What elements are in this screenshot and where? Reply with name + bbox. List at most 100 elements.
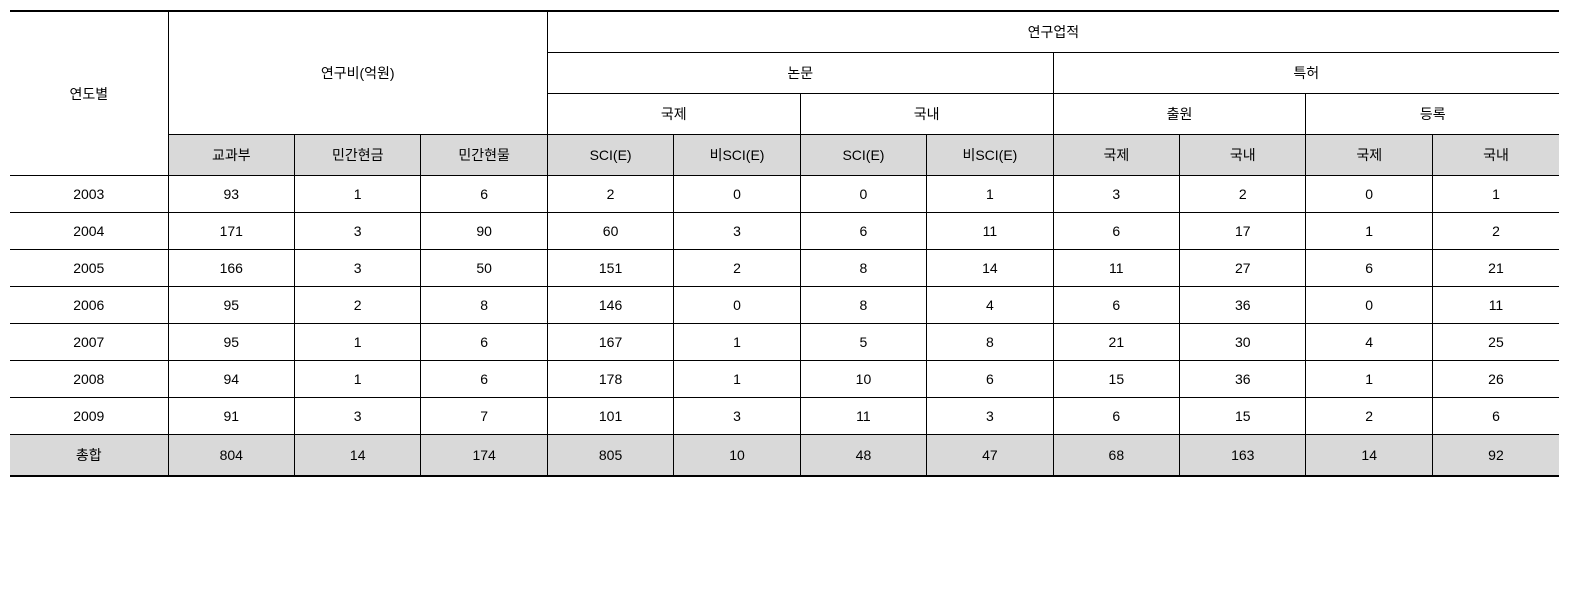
cell-private_cash: 2 xyxy=(294,287,420,324)
header-year: 연도별 xyxy=(10,11,168,176)
header-achievements: 연구업적 xyxy=(547,11,1559,53)
cell-private_cash: 1 xyxy=(294,324,420,361)
cell-dom_nonsci: 4 xyxy=(927,287,1053,324)
cell-private_cash: 3 xyxy=(294,213,420,250)
cell-reg_intl: 4 xyxy=(1306,324,1432,361)
cell-app_dom: 36 xyxy=(1180,287,1306,324)
cell-intl_sci: 60 xyxy=(547,213,673,250)
cell-reg_intl: 2 xyxy=(1306,398,1432,435)
cell-dom_nonsci: 8 xyxy=(927,324,1053,361)
cell-dom-nonsci: 47 xyxy=(927,435,1053,477)
cell-intl-nonsci: 10 xyxy=(674,435,800,477)
header-reg-intl: 국제 xyxy=(1306,135,1432,176)
cell-app_dom: 27 xyxy=(1180,250,1306,287)
cell-intl-sci: 805 xyxy=(547,435,673,477)
cell-ministry: 95 xyxy=(168,287,294,324)
header-app-dom: 국내 xyxy=(1180,135,1306,176)
cell-year: 2004 xyxy=(10,213,168,250)
cell-intl_sci: 2 xyxy=(547,176,673,213)
cell-reg_dom: 11 xyxy=(1432,287,1559,324)
header-dom-sci: SCI(E) xyxy=(800,135,926,176)
cell-intl_nonsci: 1 xyxy=(674,324,800,361)
cell-app_dom: 15 xyxy=(1180,398,1306,435)
cell-intl_sci: 146 xyxy=(547,287,673,324)
cell-intl_nonsci: 2 xyxy=(674,250,800,287)
cell-intl_sci: 101 xyxy=(547,398,673,435)
cell-reg_intl: 0 xyxy=(1306,287,1432,324)
header-patents: 특허 xyxy=(1053,53,1559,94)
cell-dom_nonsci: 6 xyxy=(927,361,1053,398)
cell-intl_sci: 178 xyxy=(547,361,673,398)
cell-intl_sci: 151 xyxy=(547,250,673,287)
cell-year: 2003 xyxy=(10,176,168,213)
header-papers-international: 국제 xyxy=(547,94,800,135)
header-private-cash: 민간현금 xyxy=(294,135,420,176)
cell-reg-intl: 14 xyxy=(1306,435,1432,477)
table-row: 20099137101311361526 xyxy=(10,398,1559,435)
cell-ministry: 95 xyxy=(168,324,294,361)
cell-dom_nonsci: 11 xyxy=(927,213,1053,250)
cell-dom_nonsci: 3 xyxy=(927,398,1053,435)
cell-private_inkind: 6 xyxy=(421,176,547,213)
cell-ministry: 171 xyxy=(168,213,294,250)
cell-intl_nonsci: 0 xyxy=(674,287,800,324)
cell-private_cash: 1 xyxy=(294,176,420,213)
cell-app_dom: 17 xyxy=(1180,213,1306,250)
cell-app_intl: 3 xyxy=(1053,176,1179,213)
cell-private_cash: 3 xyxy=(294,250,420,287)
cell-intl_nonsci: 3 xyxy=(674,398,800,435)
cell-ministry: 166 xyxy=(168,250,294,287)
cell-dom_sci: 10 xyxy=(800,361,926,398)
cell-private_inkind: 7 xyxy=(421,398,547,435)
cell-dom_nonsci: 1 xyxy=(927,176,1053,213)
header-patents-registration: 등록 xyxy=(1306,94,1559,135)
header-dom-nonsci: 비SCI(E) xyxy=(927,135,1053,176)
cell-reg_intl: 6 xyxy=(1306,250,1432,287)
cell-private_inkind: 50 xyxy=(421,250,547,287)
cell-intl_sci: 167 xyxy=(547,324,673,361)
cell-private_cash: 1 xyxy=(294,361,420,398)
table-row-total: 총합80414174805104847681631492 xyxy=(10,435,1559,477)
cell-private_inkind: 6 xyxy=(421,361,547,398)
cell-reg_intl: 1 xyxy=(1306,213,1432,250)
cell-private-cash: 14 xyxy=(294,435,420,477)
table-row: 2008941617811061536126 xyxy=(10,361,1559,398)
cell-ministry: 804 xyxy=(168,435,294,477)
cell-ministry: 91 xyxy=(168,398,294,435)
cell-intl_nonsci: 0 xyxy=(674,176,800,213)
cell-app_dom: 30 xyxy=(1180,324,1306,361)
header-intl-sci: SCI(E) xyxy=(547,135,673,176)
cell-year: 2007 xyxy=(10,324,168,361)
research-table: 연도별 연구비(억원) 연구업적 논문 특허 국제 국내 출원 등록 교과부 민… xyxy=(10,10,1559,477)
cell-reg_intl: 0 xyxy=(1306,176,1432,213)
cell-reg_dom: 2 xyxy=(1432,213,1559,250)
header-papers-domestic: 국내 xyxy=(800,94,1053,135)
cell-dom_nonsci: 14 xyxy=(927,250,1053,287)
table-row: 200795161671582130425 xyxy=(10,324,1559,361)
cell-year: 2008 xyxy=(10,361,168,398)
cell-app_intl: 21 xyxy=(1053,324,1179,361)
table-row: 200516635015128141127621 xyxy=(10,250,1559,287)
cell-private_cash: 3 xyxy=(294,398,420,435)
cell-private_inkind: 90 xyxy=(421,213,547,250)
cell-intl_nonsci: 1 xyxy=(674,361,800,398)
cell-dom_sci: 8 xyxy=(800,287,926,324)
cell-private_inkind: 6 xyxy=(421,324,547,361)
cell-total-label: 총합 xyxy=(10,435,168,477)
cell-app_intl: 11 xyxy=(1053,250,1179,287)
cell-dom_sci: 11 xyxy=(800,398,926,435)
cell-reg_dom: 25 xyxy=(1432,324,1559,361)
cell-ministry: 94 xyxy=(168,361,294,398)
header-patents-application: 출원 xyxy=(1053,94,1306,135)
cell-dom_sci: 8 xyxy=(800,250,926,287)
header-intl-nonsci: 비SCI(E) xyxy=(674,135,800,176)
cell-year: 2009 xyxy=(10,398,168,435)
cell-dom_sci: 0 xyxy=(800,176,926,213)
cell-app-dom: 163 xyxy=(1180,435,1306,477)
cell-intl_nonsci: 3 xyxy=(674,213,800,250)
cell-reg-dom: 92 xyxy=(1432,435,1559,477)
cell-app-intl: 68 xyxy=(1053,435,1179,477)
cell-reg_dom: 21 xyxy=(1432,250,1559,287)
cell-reg_dom: 26 xyxy=(1432,361,1559,398)
cell-app_dom: 2 xyxy=(1180,176,1306,213)
